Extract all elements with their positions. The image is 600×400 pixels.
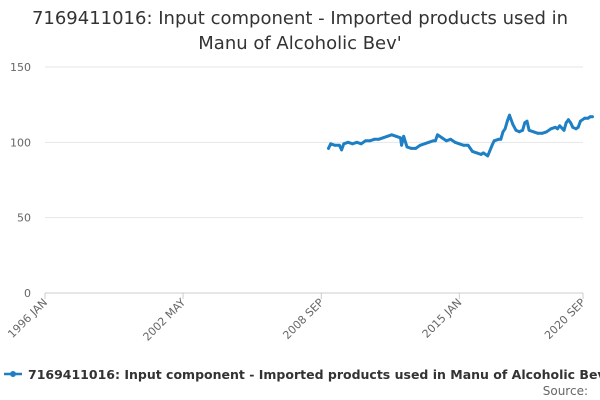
data-point[interactable]	[527, 128, 531, 132]
data-point[interactable]	[400, 143, 403, 147]
data-point[interactable]	[427, 140, 431, 144]
data-point[interactable]	[402, 134, 406, 138]
data-point[interactable]	[508, 113, 511, 117]
data-point[interactable]	[346, 140, 350, 144]
y-tick-label: 150	[10, 61, 31, 74]
data-point[interactable]	[586, 116, 590, 120]
data-point[interactable]	[423, 142, 426, 146]
data-point[interactable]	[471, 150, 474, 153]
chart-title-line-1: 7169411016: Input component - Imported p…	[32, 8, 568, 29]
data-point[interactable]	[377, 137, 381, 141]
data-point[interactable]	[333, 143, 337, 147]
data-point[interactable]	[327, 147, 330, 150]
legend-marker	[10, 371, 16, 377]
source-label: Source:	[543, 384, 588, 398]
data-point[interactable]	[564, 121, 568, 125]
x-tick-label: 2015 JAN	[420, 296, 465, 341]
data-point[interactable]	[525, 119, 529, 123]
data-point[interactable]	[540, 131, 544, 135]
data-point[interactable]	[453, 140, 457, 144]
data-point[interactable]	[501, 130, 505, 134]
data-point[interactable]	[368, 139, 372, 143]
data-point[interactable]	[514, 128, 518, 132]
data-point[interactable]	[569, 121, 572, 125]
data-point[interactable]	[499, 137, 503, 141]
data-point[interactable]	[490, 143, 494, 147]
data-point[interactable]	[536, 131, 540, 135]
data-point[interactable]	[449, 137, 452, 141]
data-point[interactable]	[556, 127, 559, 131]
data-point[interactable]	[511, 122, 515, 126]
data-point[interactable]	[359, 142, 363, 146]
data-point[interactable]	[342, 142, 346, 146]
data-point[interactable]	[457, 142, 461, 146]
data-point[interactable]	[364, 139, 367, 143]
series-layer	[327, 113, 594, 158]
data-point[interactable]	[338, 143, 341, 147]
data-point[interactable]	[579, 119, 582, 123]
x-tick-label: 2020 SEP	[542, 296, 588, 342]
y-axis-ticks: 0 50 100 150	[10, 61, 31, 300]
data-point[interactable]	[553, 125, 557, 129]
data-point[interactable]	[549, 127, 553, 131]
legend-label: 7169411016: Input component - Imported p…	[28, 367, 600, 382]
data-point[interactable]	[521, 128, 524, 132]
data-point[interactable]	[410, 147, 413, 150]
data-point[interactable]	[390, 133, 394, 137]
data-point[interactable]	[414, 147, 418, 150]
x-tick-label: 2002 MAY	[141, 296, 189, 344]
data-point[interactable]	[545, 130, 548, 134]
data-point[interactable]	[567, 118, 570, 122]
data-point[interactable]	[440, 136, 444, 140]
data-point[interactable]	[475, 151, 479, 155]
data-point[interactable]	[532, 130, 535, 134]
data-point[interactable]	[562, 128, 566, 132]
y-tick-label: 100	[10, 136, 31, 149]
data-point[interactable]	[351, 142, 354, 146]
x-axis-ticks: 1996 JAN 2002 MAY 2008 SEP 2015 JAN 2020 SEP	[5, 293, 588, 344]
data-point[interactable]	[399, 136, 402, 140]
data-point[interactable]	[462, 143, 466, 147]
data-point[interactable]	[505, 119, 509, 123]
data-point[interactable]	[497, 137, 500, 141]
data-point[interactable]	[434, 139, 437, 143]
data-point[interactable]	[381, 136, 385, 140]
data-point[interactable]	[558, 124, 562, 128]
data-point[interactable]	[517, 130, 521, 134]
data-point[interactable]	[479, 153, 483, 156]
chart-title-line-2: Manu of Alcoholic Bev'	[198, 33, 401, 54]
data-point[interactable]	[329, 142, 333, 146]
series-line-0[interactable]	[327, 113, 594, 158]
data-point[interactable]	[588, 115, 592, 119]
data-point[interactable]	[571, 125, 575, 129]
x-tick-label: 1996 JAN	[5, 296, 50, 341]
data-point[interactable]	[576, 125, 580, 129]
data-point[interactable]	[444, 139, 448, 143]
data-point[interactable]	[372, 137, 376, 141]
data-point[interactable]	[466, 143, 470, 147]
data-point[interactable]	[503, 127, 507, 131]
data-point[interactable]	[386, 134, 389, 138]
data-point[interactable]	[436, 133, 439, 137]
y-tick-label: 50	[17, 212, 31, 225]
y-tick-label: 0	[24, 287, 31, 300]
data-point[interactable]	[486, 154, 490, 158]
data-point[interactable]	[591, 115, 594, 119]
data-point[interactable]	[574, 127, 578, 131]
data-point[interactable]	[481, 151, 485, 155]
data-point[interactable]	[583, 116, 587, 120]
x-tick-label: 2008 SEP	[280, 296, 326, 342]
data-point[interactable]	[492, 139, 496, 143]
data-point[interactable]	[431, 139, 435, 143]
gridlines	[45, 66, 583, 294]
legend[interactable]: 7169411016: Input component - Imported p…	[4, 367, 600, 382]
data-point[interactable]	[394, 134, 398, 138]
chart-title: 7169411016: Input component - Imported p…	[32, 8, 568, 54]
data-point[interactable]	[418, 143, 422, 147]
data-point[interactable]	[523, 121, 527, 125]
data-point[interactable]	[405, 145, 409, 149]
data-point[interactable]	[340, 148, 343, 152]
data-point[interactable]	[355, 140, 359, 144]
